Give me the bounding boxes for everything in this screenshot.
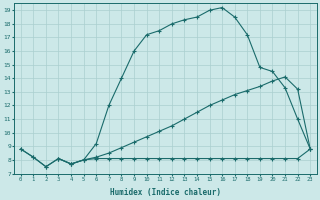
X-axis label: Humidex (Indice chaleur): Humidex (Indice chaleur) bbox=[110, 188, 221, 197]
